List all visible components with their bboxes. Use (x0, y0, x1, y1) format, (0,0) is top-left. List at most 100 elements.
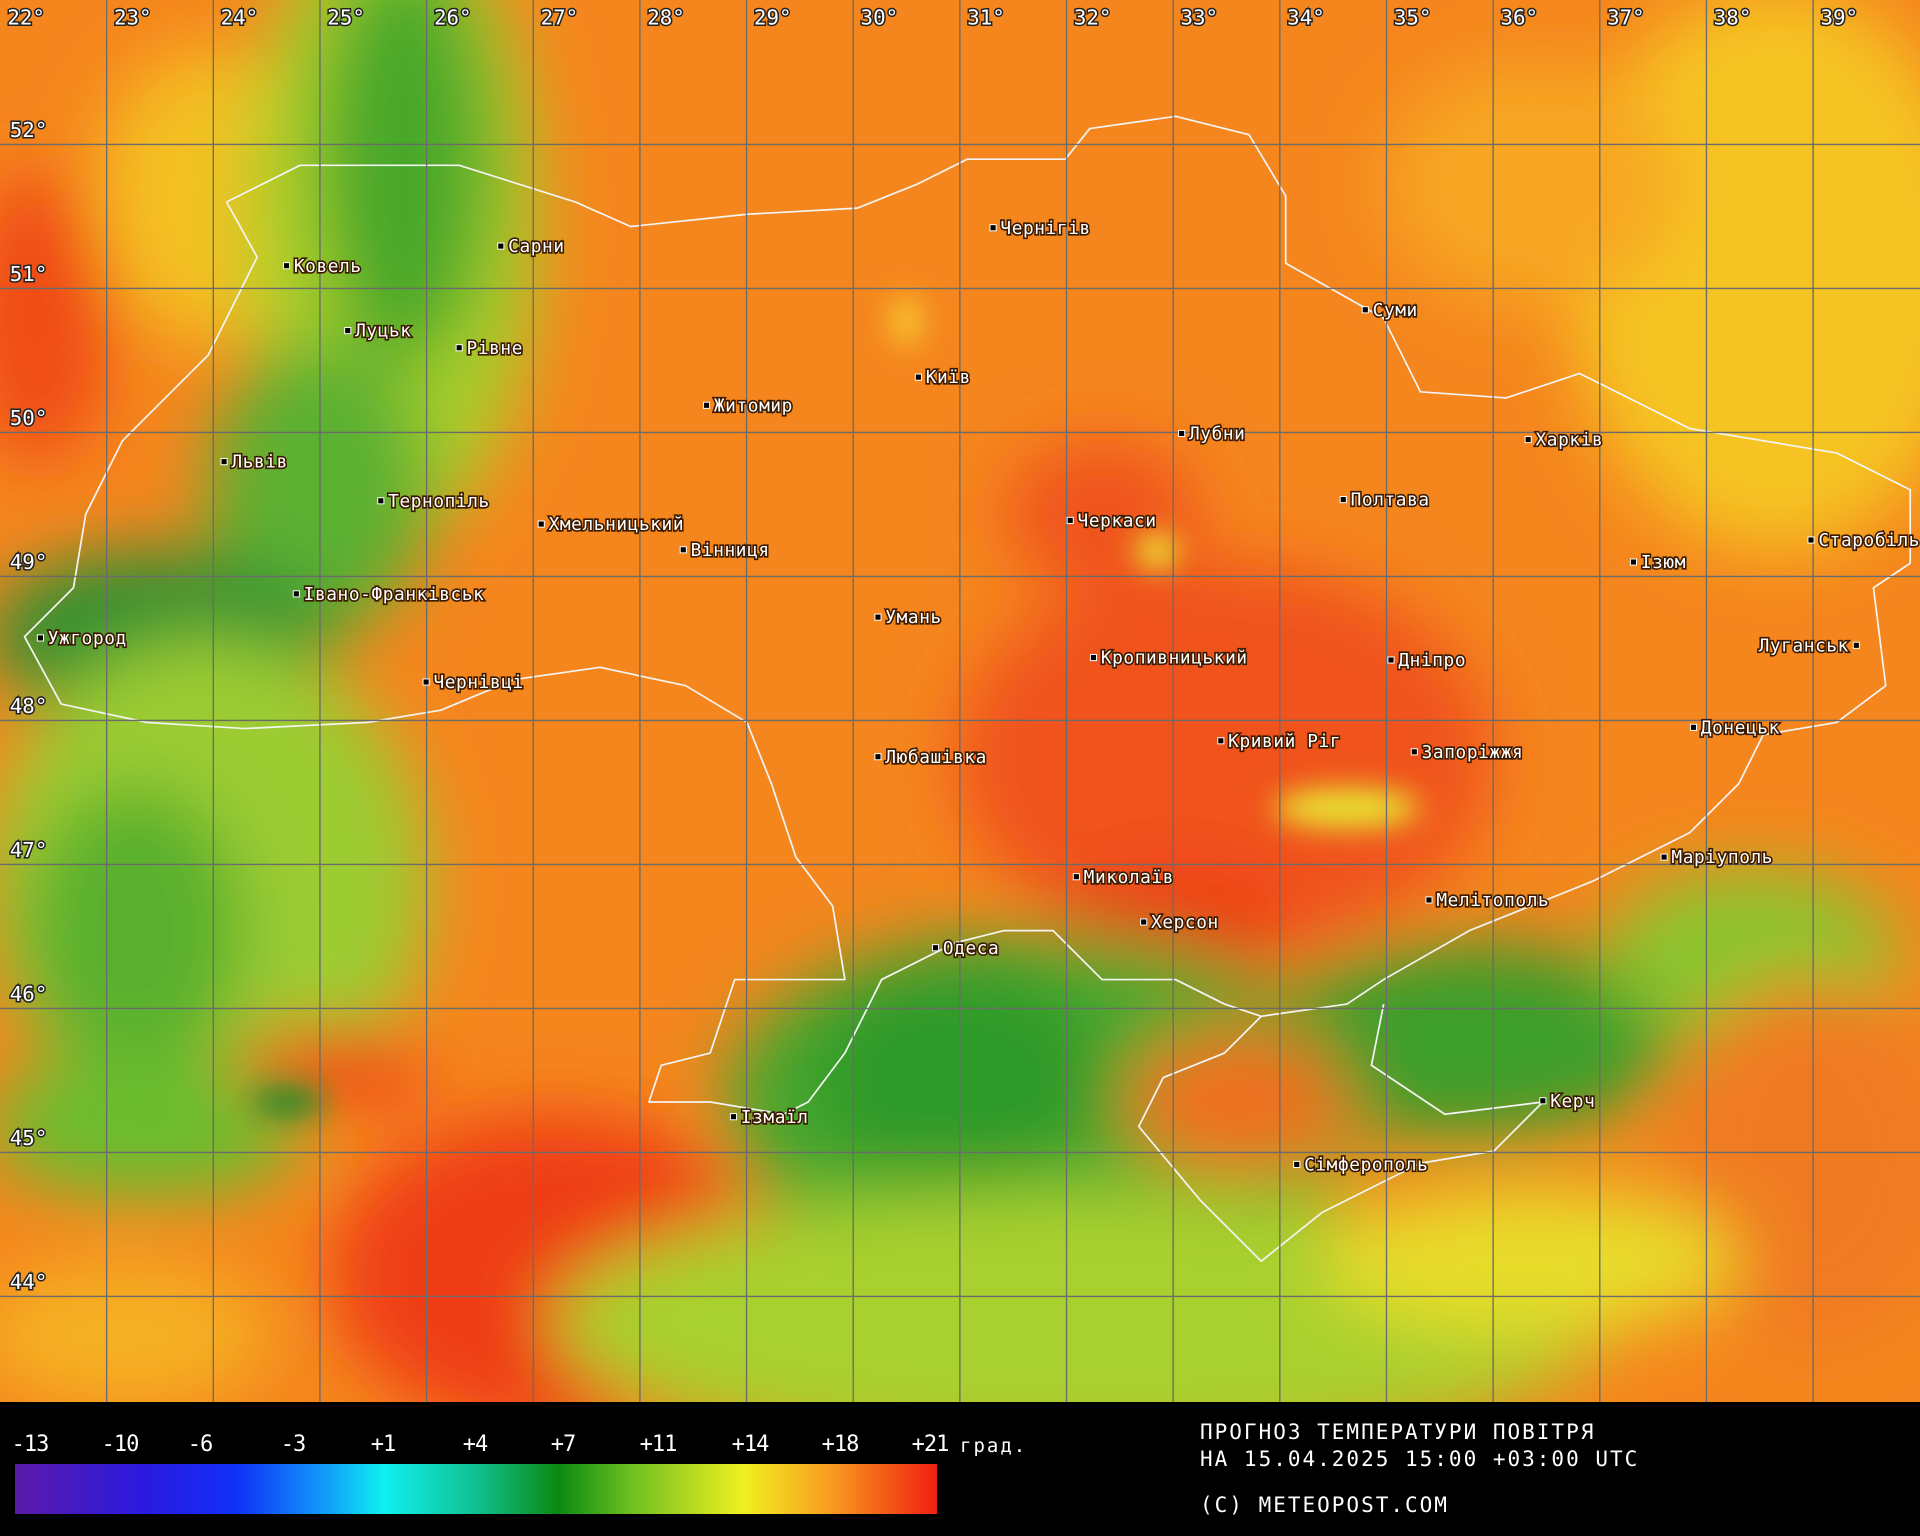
longitude-label: 37° (1607, 5, 1645, 29)
city-dot-icon (989, 224, 997, 232)
city-19: Ужгород (36, 627, 128, 651)
temperature-legend: -13 -10 -6 -3 +1 +4 +7 +11 +14 +18 +21 град. ПРОГН… (0, 1402, 1920, 1536)
city-7: Суми (1361, 299, 1419, 323)
city-label: Луцьк (355, 322, 412, 342)
city-label: Івано-Франківськ (304, 585, 485, 605)
city-8: Львів (220, 451, 289, 474)
city-dot-icon (679, 546, 687, 554)
city-3: Рівне (455, 337, 524, 360)
legend-tick: -3 (280, 1432, 306, 1457)
city-dot-icon (377, 497, 385, 505)
city-dot-icon (914, 373, 922, 381)
city-32: Мелітополь (1425, 890, 1550, 913)
city-label: Житомир (714, 396, 793, 416)
city-label: Маріуполь (1671, 848, 1773, 868)
legend-tick: -10 (101, 1432, 140, 1457)
city-1: Сарни (497, 236, 566, 259)
city-dot-icon (1217, 737, 1225, 745)
city-dot-icon (36, 634, 44, 642)
legend-tick: +18 (821, 1432, 860, 1457)
legend-tick: +14 (731, 1432, 770, 1457)
city-dot-icon (1140, 918, 1148, 926)
city-label: Старобільськ (1818, 531, 1920, 551)
city-dot-icon (1629, 558, 1638, 566)
city-11: Вінниця (679, 539, 771, 562)
copyright: (C) METEOPOST.COM (1200, 1493, 1449, 1517)
city-label: Полтава (1351, 491, 1430, 511)
longitude-label: 28° (647, 5, 685, 29)
legend-tick: -13 (11, 1432, 50, 1457)
city-label: Сарни (508, 237, 565, 257)
city-label: Донецьк (1701, 718, 1780, 738)
legend-tick: +7 (550, 1432, 576, 1457)
city-dot-icon (1539, 1097, 1547, 1105)
legend-unit: град. (960, 1435, 1028, 1457)
city-dot-icon (422, 678, 430, 686)
city-dot-icon (1178, 429, 1186, 438)
latitude-label: 45° (10, 1126, 48, 1150)
city-label: Дніпро (1398, 651, 1466, 671)
city-label: Одеса (943, 939, 1000, 959)
country-border (23, 115, 1912, 1263)
city-label: Львів (231, 453, 288, 473)
city-33: Одеса (931, 937, 1000, 960)
city-dot-icon (220, 458, 228, 466)
city-label: Суми (1373, 301, 1418, 321)
city-13: Лубни (1178, 423, 1246, 446)
city-dot-icon (1807, 536, 1815, 544)
city-dot-icon (1660, 853, 1668, 861)
city-label: Сімферополь (1304, 1156, 1428, 1176)
city-34: Ізмаїл (729, 1106, 810, 1129)
city-dot-icon (497, 242, 505, 250)
city-label: Кропивницький (1101, 649, 1248, 669)
latitude-label: 48° (10, 694, 48, 718)
city-20: Умань (874, 607, 943, 630)
legend-tick: +11 (639, 1432, 678, 1457)
longitude-label: 22° (7, 5, 45, 29)
city-dot-icon (1387, 656, 1395, 664)
city-dot-icon (1689, 723, 1698, 731)
city-9: Тернопіль (377, 490, 491, 514)
city-dot-icon (702, 401, 711, 409)
longitude-label: 33° (1181, 5, 1219, 29)
city-31: Херсон (1140, 912, 1220, 935)
longitude-label: 27° (541, 5, 579, 29)
longitude-label: 23° (114, 5, 152, 29)
longitude-label: 39° (1820, 5, 1858, 29)
city-label: Мелітополь (1436, 891, 1549, 911)
latitude-label: 52° (10, 118, 48, 142)
city-label: Ковель (294, 257, 362, 277)
city-label: Ізмаїл (741, 1108, 809, 1128)
latitude-label: 51° (10, 262, 48, 286)
city-14: Полтава (1339, 489, 1431, 512)
coordinate-grid (0, 0, 1920, 1402)
city-label: Вінниця (691, 541, 770, 561)
map-canvas: 22° 23° 24° 25° 26° 27° 28° 29° 30° 31° 32° 33° 34° 3… (0, 0, 1920, 1402)
city-label: Кривий Ріг (1228, 732, 1341, 752)
city-dot-icon (537, 520, 545, 528)
longitude-label: 38° (1714, 5, 1752, 29)
warm-spots (251, 296, 1421, 1117)
legend-tick: +21 (911, 1432, 950, 1457)
city-26: Запоріжжя (1410, 741, 1524, 765)
longitude-label: 32° (1074, 5, 1112, 29)
city-35: Керч (1539, 1090, 1596, 1113)
city-label: Умань (885, 608, 942, 628)
city-22: Дніпро (1387, 650, 1467, 673)
city-label: Лубни (1189, 425, 1246, 445)
longitude-label: 26° (434, 5, 472, 29)
city-10: Хмельницький (537, 514, 685, 537)
city-markers: Ковель Сарни Луцьк Рівне Житомир Київ Чернігів… (36, 217, 1920, 1177)
longitude-label: 36° (1500, 5, 1538, 29)
longitude-label: 30° (861, 5, 899, 29)
city-label: Керч (1550, 1092, 1595, 1112)
city-dot-icon (455, 344, 463, 352)
city-dot-icon (931, 944, 940, 952)
city-25: Кривий Ріг (1217, 730, 1342, 754)
city-15: Харків (1524, 429, 1604, 452)
city-4: Житомир (702, 395, 794, 418)
city-label: Ізюм (1641, 553, 1686, 573)
city-23: Луганськ (1757, 635, 1860, 658)
city-17: Старобільськ (1807, 530, 1920, 553)
city-dot-icon (1361, 306, 1369, 314)
